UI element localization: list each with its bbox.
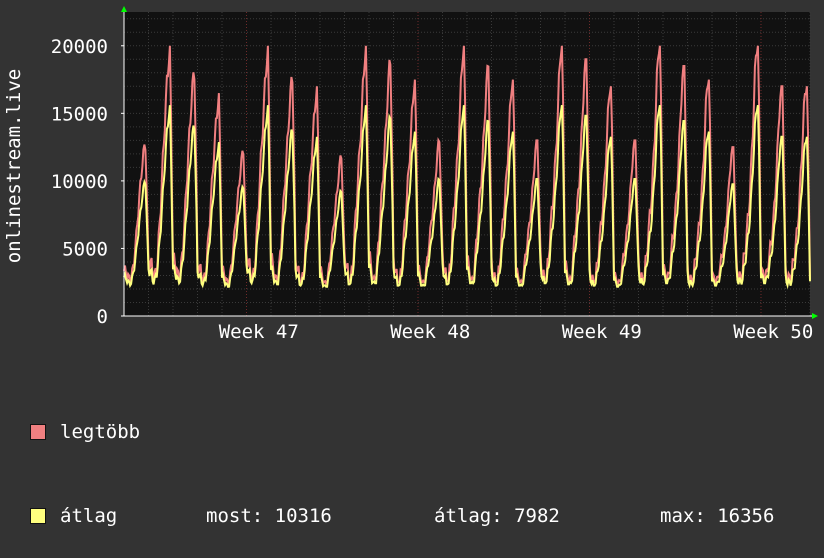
- x-tick-label: Week 47: [219, 321, 299, 343]
- y-axis-label: onlinestream.live: [3, 69, 25, 263]
- legend-label-legtobb: legtöbb: [60, 421, 141, 443]
- y-tick-label: 0: [97, 306, 108, 328]
- legend-label-atlag: átlag: [60, 505, 118, 527]
- stat-current: most: 10316: [206, 505, 332, 527]
- y-tick-label: 5000: [62, 238, 108, 260]
- x-tick-label: Week 49: [562, 321, 642, 343]
- x-tick-label: Week 50: [733, 321, 813, 343]
- y-tick-label: 15000: [51, 103, 108, 125]
- legend-item-legtobb: legtöbb: [30, 418, 140, 446]
- x-axis-ticks: Week 47 Week 48 Week 49 Week 50: [219, 321, 814, 343]
- legend: legtöbb átlag most: 10316 átlag: 7982 ma…: [30, 362, 774, 558]
- series-line-atlag: [123, 105, 811, 290]
- x-axis-arrow-icon: [812, 313, 818, 319]
- y-axis-ticks: 0 5000 10000 15000 20000: [51, 36, 124, 328]
- legend-swatch-legtobb: [30, 424, 46, 440]
- y-tick-label: 10000: [51, 171, 108, 193]
- stat-average: átlag: 7982: [434, 505, 560, 527]
- grid: [123, 12, 811, 317]
- y-axis-arrow-icon: [121, 6, 127, 12]
- legend-item-atlag: átlag most: 10316 átlag: 7982 max: 16356: [30, 502, 774, 530]
- y-tick-label: 20000: [51, 36, 108, 58]
- x-tick-label: Week 48: [390, 321, 470, 343]
- legend-swatch-atlag: [30, 508, 46, 524]
- stat-max: max: 16356: [660, 505, 775, 527]
